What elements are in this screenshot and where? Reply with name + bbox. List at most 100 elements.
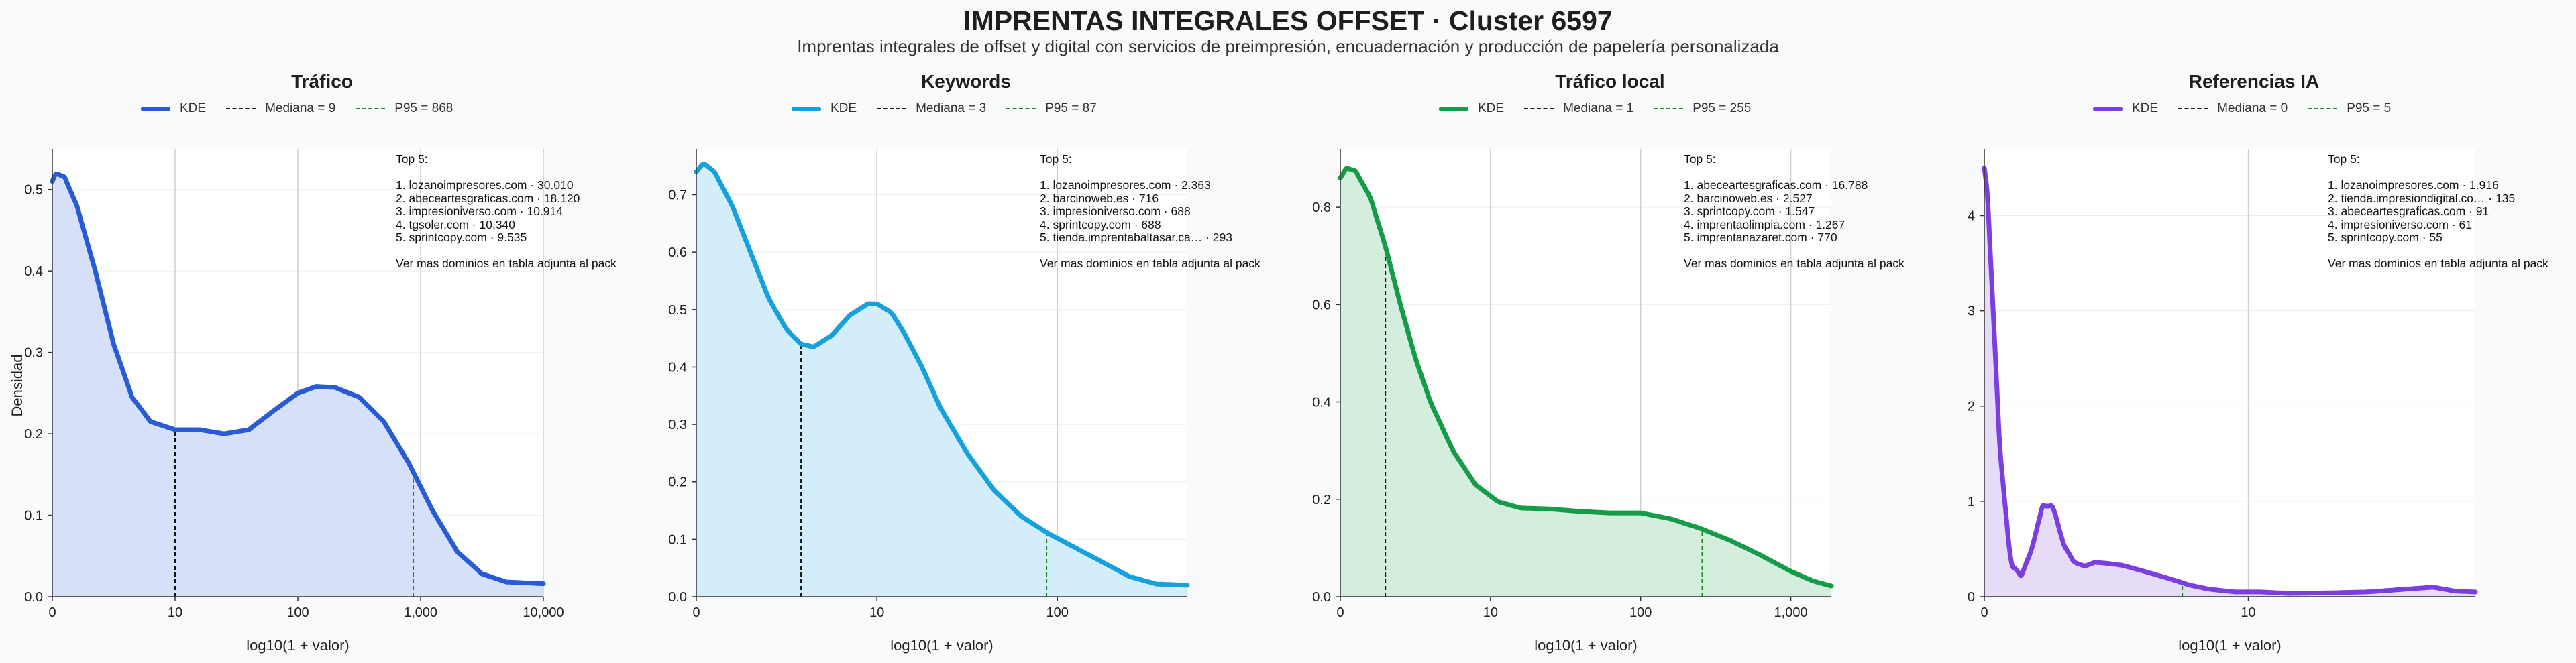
legend-swatch xyxy=(356,108,386,109)
top5-footer: Ver mas dominios en tabla adjunta al pac… xyxy=(2328,257,2548,270)
legend-label: Mediana = 3 xyxy=(916,101,987,115)
y-tick-label: 0.1 xyxy=(24,509,43,524)
legend-item-median: Mediana = 1 xyxy=(1524,101,1633,116)
top5-item: 3. abeceartesgraficas.com · 91 xyxy=(2328,204,2489,218)
y-tick-label: 0.6 xyxy=(1312,298,1331,312)
page-title: IMPRENTAS INTEGRALES OFFSET · Cluster 65… xyxy=(963,5,1613,36)
legend-swatch xyxy=(792,107,821,111)
kde-area xyxy=(696,164,1187,597)
y-tick-label: 0.0 xyxy=(668,590,687,605)
top5-item: 1. lozanoimpresores.com · 1.916 xyxy=(2328,178,2499,192)
legend-item-median: Mediana = 3 xyxy=(877,101,986,116)
legend-label: KDE xyxy=(1478,101,1505,115)
x-tick-label: 100 xyxy=(286,605,309,620)
legend-swatch xyxy=(141,107,170,111)
x-tick-label: 0 xyxy=(692,605,700,620)
y-tick-label: 0.4 xyxy=(24,264,43,279)
top5-title: Top 5: xyxy=(2328,152,2360,166)
legend-swatch xyxy=(877,108,907,109)
chart-legend: KDE Mediana = 9 P95 = 868 xyxy=(141,101,473,117)
kde-line xyxy=(1982,165,2478,596)
top5-item: 3. impresioniverso.com · 10.914 xyxy=(396,204,563,218)
chart-plot: 0.0 0.2 0.4 0.6 0.8 0 10 100 1,000 xyxy=(1312,149,1834,620)
top5-title: Top 5: xyxy=(1040,152,1072,166)
chart-title: Referencias IA xyxy=(2188,71,2320,92)
x-tick-label: 10,000 xyxy=(523,605,564,620)
top5-item: 5. tienda.imprentabaltasar.ca… · 293 xyxy=(1040,231,1232,244)
top5-annotation: Top 5: 1. lozanoimpresores.com · 2.363 2. … xyxy=(1040,152,1260,271)
top5-annotation: Top 5: 1. lozanoimpresores.com · 30.010 2.… xyxy=(396,152,616,271)
legend-label: KDE xyxy=(180,101,207,115)
y-tick-label: 0.1 xyxy=(668,532,687,547)
legend-item-p95: P95 = 87 xyxy=(1006,101,1097,116)
kde-area xyxy=(1984,168,2475,597)
y-tick-label: 4 xyxy=(1968,208,1975,223)
x-tick-label: 10 xyxy=(2241,605,2255,620)
x-tick-label: 1,000 xyxy=(404,605,437,620)
top5-footer: Ver mas dominios en tabla adjunta al pac… xyxy=(1040,257,1260,270)
y-tick-label: 0.5 xyxy=(668,303,687,318)
legend-swatch xyxy=(1006,108,1036,109)
legend-item-kde: KDE xyxy=(1439,101,1504,116)
chart-panel: Tráfico KDE Mediana = 9 P95 = 868 0.0 0.1 0.2 0… xyxy=(0,0,644,663)
chart-panel: Referencias IA KDE Mediana = 0 P95 = 5 0 1 2 3 4… xyxy=(1932,0,2576,663)
legend-label: KDE xyxy=(830,101,857,115)
x-axis-label: log10(1 + valor) xyxy=(890,637,994,654)
chart-legend: KDE Mediana = 1 P95 = 255 xyxy=(1439,101,1771,117)
y-tick-label: 0.8 xyxy=(1312,200,1331,215)
legend-label: Mediana = 9 xyxy=(265,101,336,115)
top5-item: 3. sprintcopy.com · 1.547 xyxy=(1684,204,1815,218)
top5-footer: Ver mas dominios en tabla adjunta al pac… xyxy=(1684,257,1904,270)
chart-title: Tráfico xyxy=(291,71,353,92)
top5-footer: Ver mas dominios en tabla adjunta al pac… xyxy=(396,257,616,270)
top5-item: 4. imprentaolimpia.com · 1.267 xyxy=(1684,217,1845,231)
top5-item: 4. sprintcopy.com · 688 xyxy=(1040,217,1161,231)
legend-label: Mediana = 0 xyxy=(2217,101,2288,115)
y-tick-label: 3 xyxy=(1968,304,1975,319)
chart-panel: Tráfico local KDE Mediana = 1 P95 = 255 0.0 0… xyxy=(1288,0,1932,663)
legend-label: P95 = 5 xyxy=(2347,101,2392,115)
chart-legend: KDE Mediana = 3 P95 = 87 xyxy=(792,101,1117,117)
x-tick-label: 1,000 xyxy=(1774,605,1808,620)
legend-swatch xyxy=(1439,107,1468,111)
legend-item-p95: P95 = 5 xyxy=(2308,101,2391,116)
y-tick-label: 0.0 xyxy=(1312,590,1331,605)
page-subtitle: Imprentas integrales de offset y digital… xyxy=(797,36,1779,56)
y-tick-label: 0.6 xyxy=(668,245,687,260)
top5-annotation: Top 5: 1. lozanoimpresores.com · 1.916 2. … xyxy=(2328,152,2548,271)
legend-swatch xyxy=(2093,107,2123,111)
chart-panel: Keywords KDE Mediana = 3 P95 = 87 0.0 0.1 0.2 0… xyxy=(644,0,1288,663)
top5-title: Top 5: xyxy=(1684,152,1716,166)
x-tick-label: 0 xyxy=(48,605,56,620)
y-tick-label: 2 xyxy=(1968,400,1975,414)
kde-line xyxy=(694,162,1190,588)
top5-item: 2. barcinoweb.es · 2.527 xyxy=(1684,191,1813,205)
legend-item-p95: P95 = 868 xyxy=(356,101,453,116)
y-tick-label: 1 xyxy=(1968,495,1975,509)
x-tick-label: 10 xyxy=(869,605,884,620)
x-tick-label: 100 xyxy=(1046,605,1069,620)
y-tick-label: 0.2 xyxy=(24,427,43,442)
top5-item: 1. lozanoimpresores.com · 2.363 xyxy=(1040,178,1211,192)
legend-item-kde: KDE xyxy=(2093,101,2158,116)
top5-item: 4. tgsoler.com · 10.340 xyxy=(396,217,516,231)
top5-item: 5. sprintcopy.com · 9.535 xyxy=(396,231,527,244)
chart-title: Keywords xyxy=(921,71,1011,92)
plot-background xyxy=(1984,149,2475,597)
top5-title: Top 5: xyxy=(396,152,428,166)
x-tick-label: 100 xyxy=(1629,605,1652,620)
y-tick-label: 0.3 xyxy=(668,418,687,432)
y-tick-label: 0.7 xyxy=(668,188,687,203)
x-tick-label: 10 xyxy=(1483,605,1498,620)
top5-item: 4. impresioniverso.com · 61 xyxy=(2328,217,2472,231)
legend-label: P95 = 255 xyxy=(1693,101,1752,115)
legend-item-kde: KDE xyxy=(792,101,857,116)
legend-item-median: Mediana = 9 xyxy=(226,101,335,116)
y-tick-label: 0.2 xyxy=(668,475,687,490)
y-tick-label: 0.5 xyxy=(24,183,43,198)
legend-swatch xyxy=(1654,108,1684,109)
y-tick-label: 0.4 xyxy=(668,360,687,375)
x-axis-label: log10(1 + valor) xyxy=(246,637,350,654)
legend-label: KDE xyxy=(2132,101,2159,115)
chart-legend: KDE Mediana = 0 P95 = 5 xyxy=(2093,101,2411,117)
